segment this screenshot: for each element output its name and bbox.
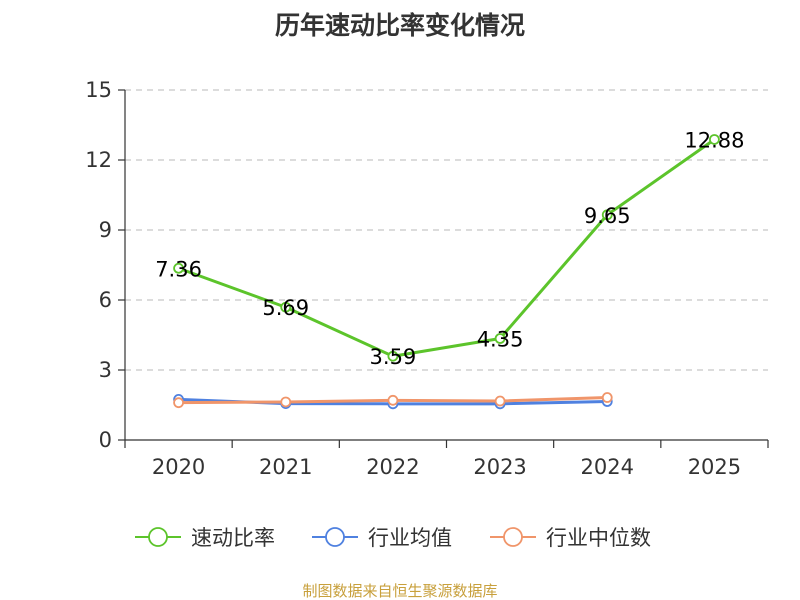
data-label: 9.65: [584, 204, 631, 228]
x-tick-label: 2020: [152, 455, 205, 479]
legend-label: 行业中位数: [546, 526, 651, 550]
legend-item[interactable]: 行业均值: [312, 526, 452, 550]
y-tick-label: 9: [99, 218, 112, 242]
data-label: 3.59: [370, 345, 417, 369]
data-point: [173, 262, 184, 274]
data-point: [387, 394, 399, 406]
axes: 0 3 6 9 12 15 2020 2021 2022 2023 2024 2025: [85, 78, 769, 479]
legend-label: 速动比率: [191, 526, 275, 550]
y-tick-label: 15: [85, 78, 112, 102]
x-tick-label: 2025: [688, 455, 741, 479]
legend-marker: [148, 527, 168, 547]
legend-label: 行业均值: [368, 526, 452, 550]
chart-title: 历年速动比率变化情况: [275, 11, 525, 40]
source-note: 制图数据来自恒生聚源数据库: [302, 582, 497, 600]
data-labels: 7.36 5.69 3.59 4.35 9.65 12.88: [155, 128, 744, 369]
data-point: [387, 350, 399, 362]
data-point: [173, 397, 184, 409]
y-tick-label: 3: [99, 358, 112, 382]
legend-item[interactable]: 行业中位数: [490, 526, 651, 550]
data-point: [601, 392, 613, 403]
data-point: [280, 396, 292, 408]
data-point: [494, 395, 506, 407]
legend[interactable]: 速动比率 行业均值 行业中位数: [135, 526, 651, 550]
data-label: 4.35: [477, 328, 524, 352]
legend-marker: [503, 527, 523, 547]
data-point: [709, 134, 720, 145]
series-line-0: [178, 138, 716, 358]
x-tick-label: 2024: [581, 455, 634, 479]
x-tick-label: 2021: [259, 455, 312, 479]
x-tick-label: 2023: [473, 455, 526, 479]
y-tick-label: 0: [99, 428, 112, 452]
y-tick-label: 6: [99, 288, 112, 312]
data-point: [601, 209, 613, 221]
data-label: 5.69: [262, 296, 309, 320]
y-tick-label: 12: [85, 148, 112, 172]
legend-marker: [325, 527, 345, 547]
grid-lines: [125, 89, 768, 371]
data-point: [494, 333, 506, 344]
data-label: 7.36: [155, 257, 202, 281]
data-label: 12.88: [684, 128, 744, 152]
data-point: [280, 301, 292, 313]
legend-item[interactable]: 速动比率: [135, 526, 275, 550]
series-lines: [178, 138, 716, 406]
series-points: [173, 134, 720, 410]
x-tick-label: 2022: [366, 455, 419, 479]
